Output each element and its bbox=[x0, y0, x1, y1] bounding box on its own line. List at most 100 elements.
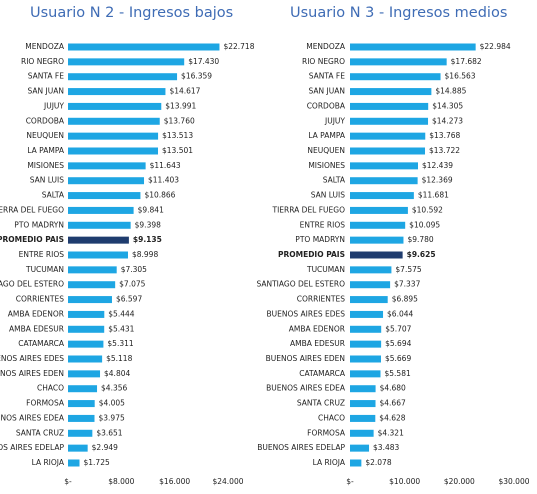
value-label: $5.694 bbox=[385, 339, 411, 348]
bar bbox=[350, 58, 447, 66]
category-label: BUENOS AIRES EDELAP bbox=[0, 443, 64, 452]
value-label: $4.804 bbox=[104, 369, 130, 378]
value-label: $12.439 bbox=[422, 161, 453, 170]
value-label: $13.768 bbox=[429, 131, 460, 140]
category-label: TIERRA DEL FUEGO bbox=[272, 205, 346, 214]
value-label: $16.359 bbox=[181, 72, 212, 81]
bar bbox=[68, 162, 146, 170]
bar bbox=[350, 370, 381, 378]
value-label: $13.991 bbox=[165, 101, 196, 110]
value-label: $10.592 bbox=[412, 205, 443, 214]
value-label: $3.651 bbox=[96, 428, 122, 437]
value-label: $7.575 bbox=[395, 265, 421, 274]
category-label: BUENOS AIRES EDES bbox=[267, 309, 346, 318]
category-label: SAN LUIS bbox=[30, 176, 65, 185]
value-label: $5.581 bbox=[385, 369, 411, 378]
value-label: $3.483 bbox=[373, 443, 399, 452]
bar bbox=[68, 310, 105, 318]
bar bbox=[350, 296, 388, 304]
bar bbox=[68, 429, 93, 437]
bar bbox=[68, 102, 162, 110]
category-label: BUENOS AIRES EDEA bbox=[0, 413, 65, 422]
category-label: TUCUMAN bbox=[306, 265, 345, 274]
category-label: AMBA EDESUR bbox=[9, 324, 64, 333]
x-tick-label: $8.000 bbox=[108, 477, 134, 486]
x-tick-label: $24.000 bbox=[212, 477, 243, 486]
x-tick-label: $- bbox=[346, 477, 354, 486]
value-label: $22.718 bbox=[223, 42, 254, 51]
category-label: BUENOS AIRES EDES bbox=[0, 354, 64, 363]
bar bbox=[350, 236, 404, 244]
bar bbox=[68, 132, 159, 140]
value-label: $13.760 bbox=[164, 116, 195, 125]
category-label: CORDOBA bbox=[307, 101, 346, 110]
category-label: SAN LUIS bbox=[311, 191, 346, 200]
category-label: ENTRE RIOS bbox=[19, 250, 65, 259]
value-label: $14.885 bbox=[435, 87, 466, 96]
category-label: RIO NEGRO bbox=[302, 57, 345, 66]
category-label: CHACO bbox=[318, 413, 345, 422]
category-label: TUCUMAN bbox=[25, 265, 64, 274]
category-label: NEUQUEN bbox=[26, 131, 64, 140]
bar bbox=[68, 147, 159, 155]
category-label: SANTIAGO DEL ESTERO bbox=[0, 280, 64, 289]
bar bbox=[350, 414, 376, 422]
bar bbox=[68, 459, 80, 467]
bar bbox=[350, 251, 403, 259]
bar bbox=[350, 102, 429, 110]
value-label: $14.617 bbox=[169, 87, 200, 96]
category-label: SANTA CRUZ bbox=[297, 399, 345, 408]
category-label: SALTA bbox=[323, 176, 346, 185]
bar bbox=[68, 236, 129, 244]
category-label: BUENOS AIRES EDELAP bbox=[257, 443, 345, 452]
category-label: CATAMARCA bbox=[299, 369, 346, 378]
bar bbox=[350, 385, 376, 393]
value-label: $4.005 bbox=[99, 399, 125, 408]
value-label: $10.866 bbox=[144, 191, 175, 200]
value-label: $17.682 bbox=[451, 57, 482, 66]
bar bbox=[68, 281, 116, 289]
category-label: LA PAMPA bbox=[308, 131, 346, 140]
value-label: $6.044 bbox=[387, 309, 413, 318]
bar bbox=[350, 206, 408, 214]
category-label: AMBA EDENOR bbox=[8, 309, 64, 318]
value-label: $14.305 bbox=[432, 101, 463, 110]
value-label: $16.563 bbox=[445, 72, 476, 81]
category-label: NEUQUEN bbox=[307, 146, 345, 155]
bar bbox=[68, 43, 220, 51]
bar bbox=[350, 73, 441, 81]
bar bbox=[350, 43, 476, 51]
category-label: JUJUY bbox=[324, 116, 345, 125]
value-label: $22.984 bbox=[480, 42, 511, 51]
bar bbox=[350, 281, 391, 289]
value-label: $11.643 bbox=[150, 161, 181, 170]
category-label: LA RIOJA bbox=[32, 458, 65, 467]
bar bbox=[350, 88, 432, 96]
category-label: FORMOSA bbox=[26, 399, 65, 408]
value-label: $4.667 bbox=[380, 399, 406, 408]
value-label: $5.444 bbox=[108, 309, 134, 318]
category-label: CHACO bbox=[37, 384, 64, 393]
category-label: LA RIOJA bbox=[313, 458, 346, 467]
bar bbox=[68, 251, 128, 259]
value-label: $5.118 bbox=[106, 354, 132, 363]
category-label: SALTA bbox=[42, 191, 65, 200]
category-label: CORRIENTES bbox=[16, 295, 64, 304]
bar bbox=[68, 221, 131, 229]
bar bbox=[350, 132, 426, 140]
category-label: SANTA FE bbox=[309, 72, 345, 81]
bar bbox=[68, 325, 105, 333]
value-label: $9.841 bbox=[138, 205, 164, 214]
value-label: $4.321 bbox=[378, 428, 404, 437]
category-label: CORRIENTES bbox=[297, 295, 345, 304]
value-label: $4.356 bbox=[101, 384, 127, 393]
value-label: $9.398 bbox=[135, 220, 161, 229]
bar bbox=[350, 444, 370, 452]
category-label: MISIONES bbox=[308, 161, 345, 170]
value-label: $5.431 bbox=[108, 324, 134, 333]
category-label: MENDOZA bbox=[25, 42, 65, 51]
value-label: $3.975 bbox=[99, 413, 125, 422]
bar bbox=[350, 459, 362, 467]
